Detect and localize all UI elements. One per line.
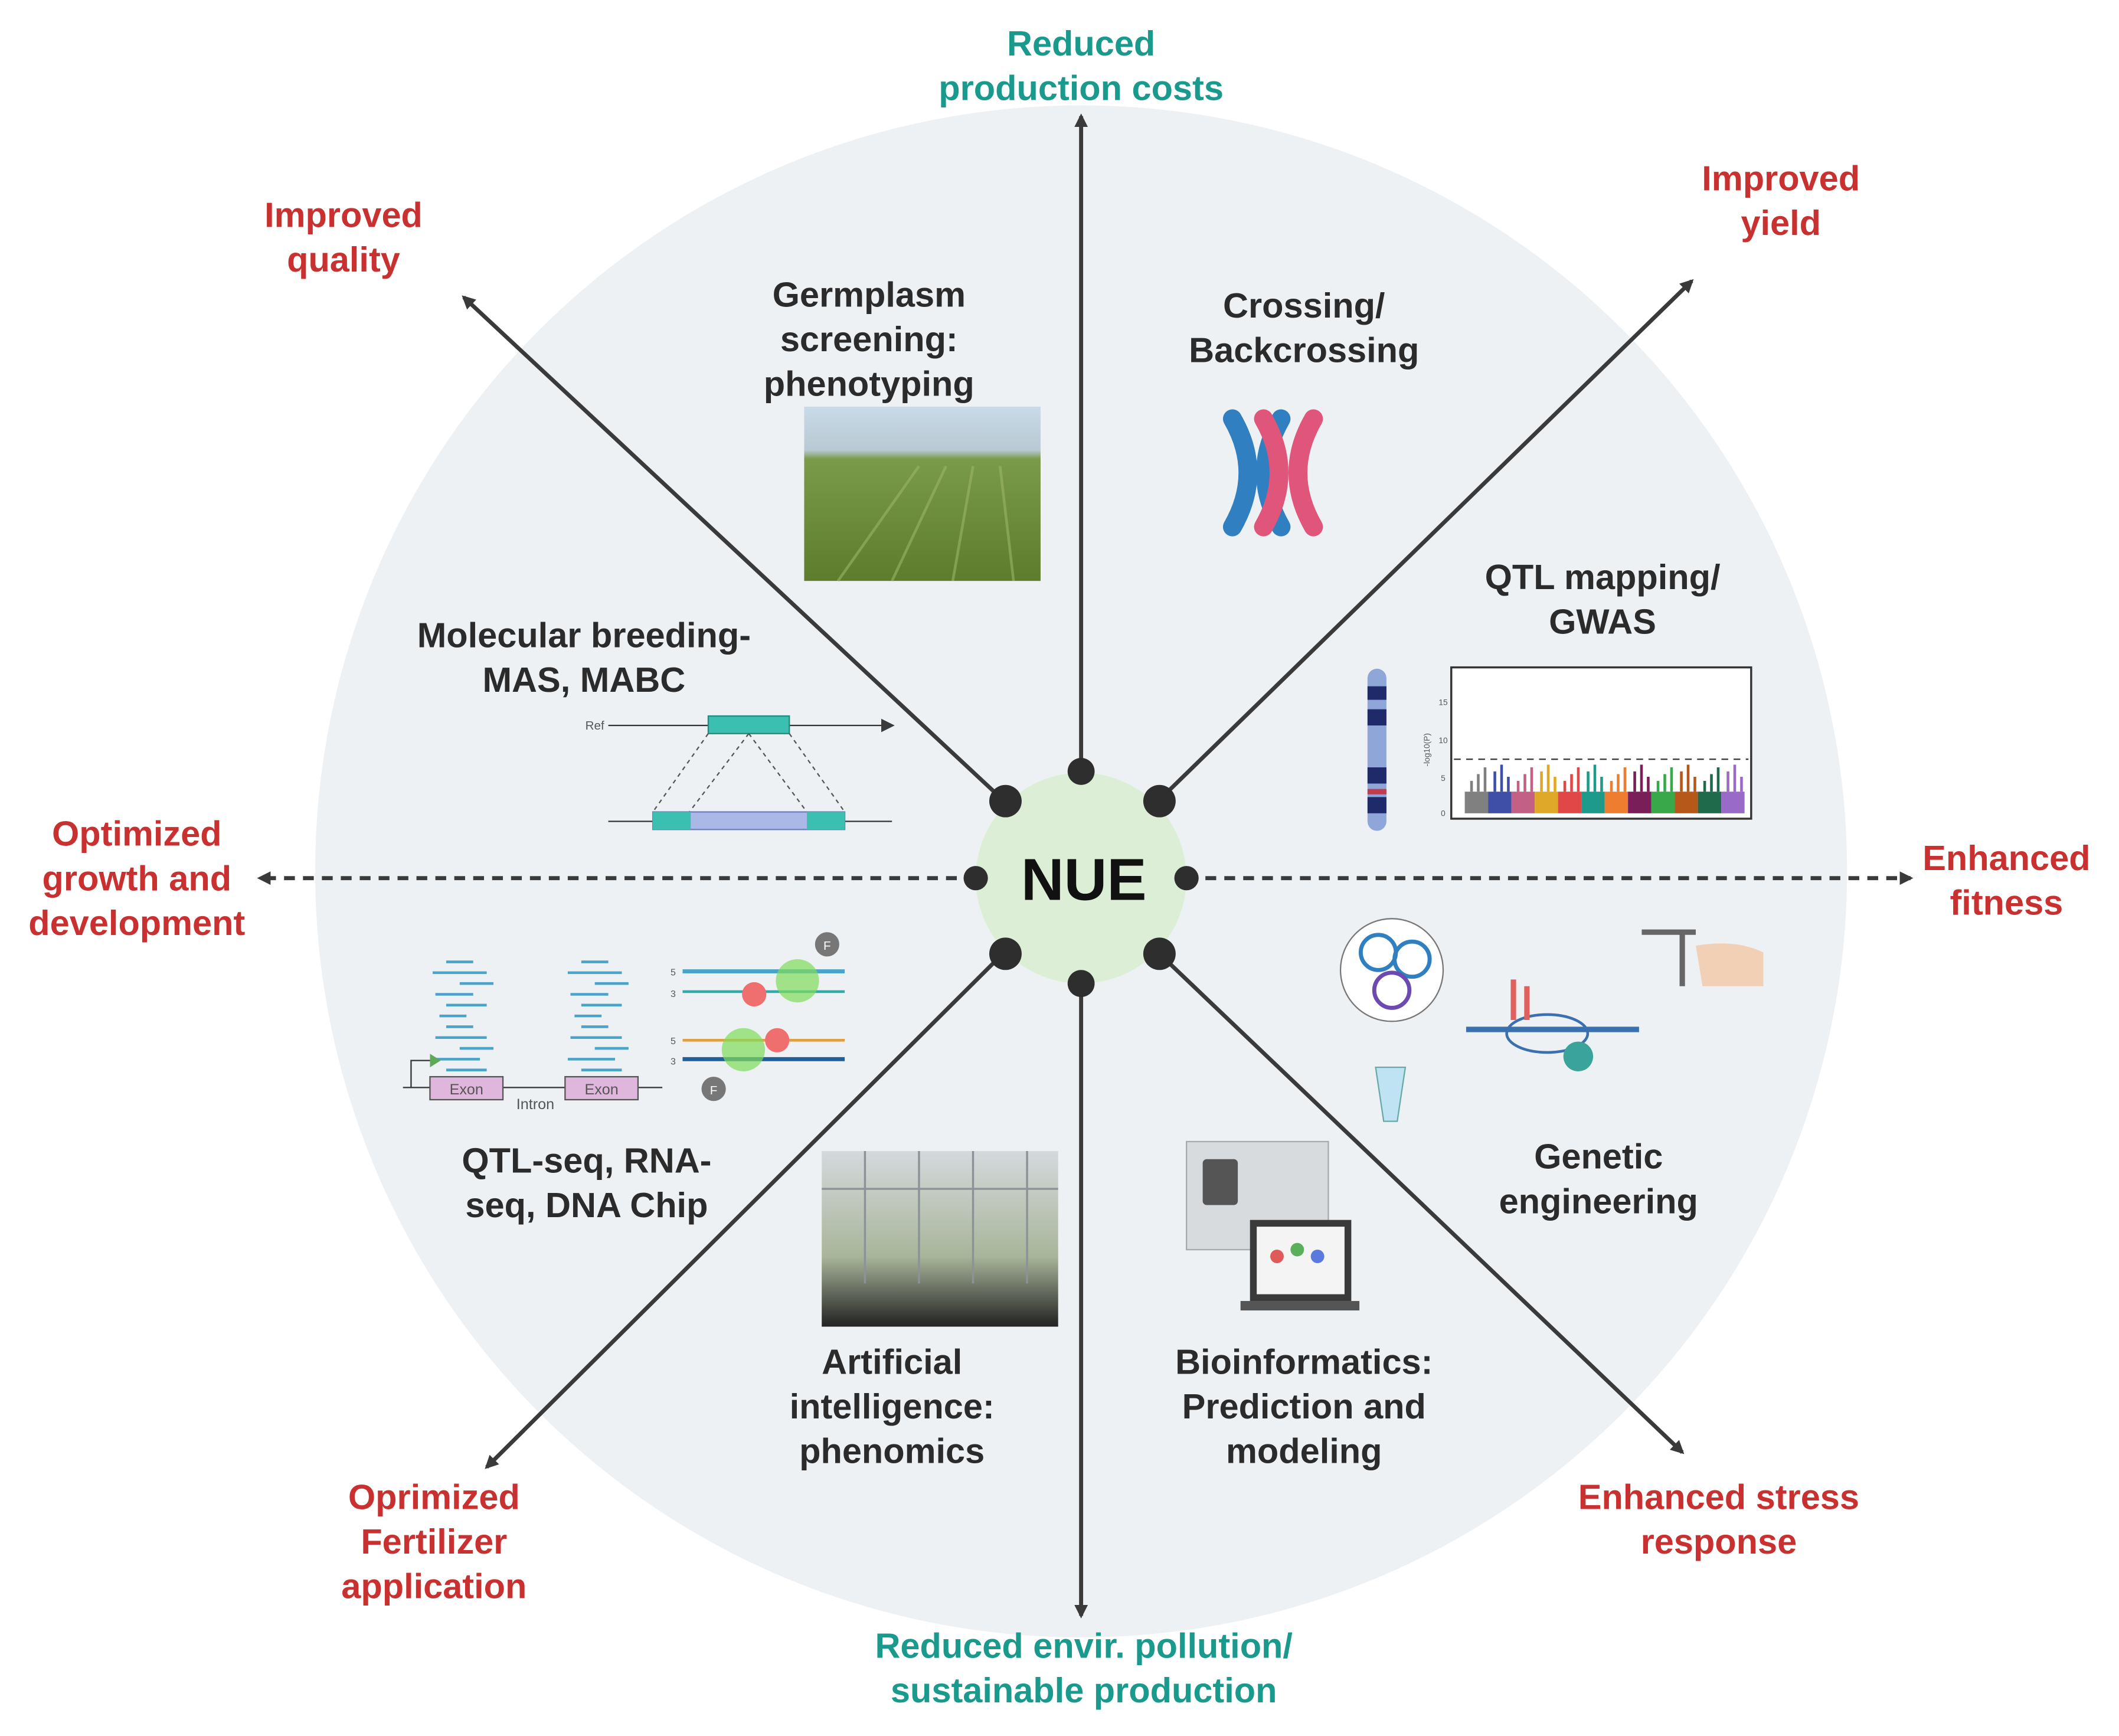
manhattan-ytick: 5 <box>1441 774 1446 783</box>
manhattan-chromosome-block <box>1675 792 1698 813</box>
manhattan-chromosome-block <box>1698 792 1722 813</box>
approach-molecular-breeding: Molecular breeding-MAS, MABC <box>417 615 751 699</box>
outcome-reduced-pollution: Reduced envir. pollution/sustainable pro… <box>875 1626 1292 1710</box>
manhattan-snp-column <box>1680 771 1683 792</box>
approach-qtl-seq: QTL-seq, RNA-seq, DNA Chip <box>462 1141 711 1225</box>
manhattan-snp-column <box>1610 780 1613 792</box>
rnaseq-diagram: Exon Exon Intron F F 5 3 5 3 <box>403 932 845 1113</box>
manhattan-snp-column <box>1716 767 1720 792</box>
approach-germplasm: Germplasm screening: phenotyping <box>764 275 975 404</box>
manhattan-snp-column <box>1647 777 1650 792</box>
manhattan-snp-column <box>1546 764 1550 792</box>
connector-dots <box>963 757 1199 998</box>
arrow-top-right <box>1157 279 1694 802</box>
manhattan-snp-column <box>1587 771 1590 792</box>
manhattan-snp-column <box>1593 764 1597 792</box>
computer-sequencer-icon <box>1185 1140 1360 1311</box>
manhattan-snp-column <box>1733 764 1737 792</box>
manhattan-snp-column <box>1703 780 1706 792</box>
exon-label: Exon <box>450 1081 483 1098</box>
manhattan-snp-column <box>1530 767 1533 792</box>
manhattan-snp-column <box>1600 777 1603 792</box>
outcome-optimized-fertilizer: Oprimized Fertilizer application <box>341 1477 527 1606</box>
strand-label: 3 <box>671 989 676 999</box>
manhattan-snp-column <box>1740 777 1743 792</box>
manhattan-snp-column <box>1493 771 1496 792</box>
manhattan-snp-column <box>1483 767 1487 792</box>
strand-label: 5 <box>671 1036 676 1047</box>
manhattan-snp-column <box>1710 774 1713 792</box>
approach-qtl-mapping: QTL mapping/GWAS <box>1485 557 1721 642</box>
strand-label: 3 <box>671 1057 676 1067</box>
manhattan-ytick: 0 <box>1441 809 1446 818</box>
manhattan-snp-column <box>1563 780 1567 792</box>
manhattan-snp-column <box>1617 774 1620 792</box>
manhattan-ytick: 15 <box>1438 698 1448 707</box>
crossing-chromosomes-icon <box>1222 409 1323 537</box>
probe-label: F <box>823 939 831 953</box>
intron-label: Intron <box>516 1096 554 1113</box>
strand-label: 5 <box>671 967 676 977</box>
arrow-top-left <box>462 295 1005 802</box>
approach-genetic-engineering: Genetic engineering <box>1499 1137 1698 1221</box>
manhattan-snp-column <box>1663 774 1666 792</box>
manhattan-chromosome-block <box>1535 792 1558 813</box>
arrow-bottom-left <box>485 952 1005 1469</box>
manhattan-snp-column <box>1523 774 1526 792</box>
nue-center-circle <box>976 773 1187 984</box>
outcome-enhanced-stress-response: Enhanced stress response <box>1578 1477 1859 1561</box>
manhattan-snp-column <box>1577 767 1580 792</box>
manhattan-snp-column <box>1507 777 1510 792</box>
approach-crossing: Crossing/Backcrossing <box>1189 286 1419 370</box>
ref-label: Ref <box>586 719 604 733</box>
genetic-engineering-icon <box>1339 918 1764 1122</box>
manhattan-chromosome-block <box>1464 792 1489 813</box>
manhattan-snp-column <box>1470 780 1473 792</box>
manhattan-snp-column <box>1500 764 1503 792</box>
exon-label: Exon <box>584 1081 618 1098</box>
outcome-reduced-costs: Reduced production costs <box>938 24 1224 108</box>
manhattan-snp-column <box>1726 771 1729 792</box>
manhattan-chromosome-block <box>1721 792 1745 813</box>
greenhouse-photo <box>822 1150 1058 1327</box>
manhattan-chromosome-block <box>1511 792 1535 813</box>
approach-ai: Artificial intelligence: phenomics <box>790 1342 995 1471</box>
center-label: NUE <box>1021 846 1147 913</box>
manhattan-plot: 15 10 5 0 -log10(P) <box>1367 666 1752 831</box>
manhattan-chromosome-block <box>1628 792 1652 813</box>
manhattan-snp-column <box>1554 777 1556 792</box>
manhattan-snp-column <box>1670 767 1673 792</box>
field-photo <box>804 406 1041 582</box>
manhattan-chromosome-block <box>1558 792 1582 813</box>
outcome-optimized-growth: Optimized growth and development <box>28 814 245 943</box>
manhattan-chromosome-block <box>1488 792 1512 813</box>
manhattan-snp-column <box>1633 771 1636 792</box>
probe-label: F <box>710 1084 718 1097</box>
manhattan-snp-column <box>1477 774 1480 792</box>
manhattan-chromosome-block <box>1651 792 1675 813</box>
manhattan-chromosome-block <box>1581 792 1605 813</box>
manhattan-snp-column <box>1540 771 1543 792</box>
outcome-improved-quality: Improved quality <box>264 195 423 280</box>
arrow-bottom-right <box>1157 952 1685 1454</box>
manhattan-ytick: 10 <box>1438 736 1448 745</box>
manhattan-snp-column <box>1623 767 1627 792</box>
manhattan-snp-column <box>1686 764 1690 792</box>
manhattan-snp-column <box>1570 774 1573 792</box>
approach-bioinformatics: Bioinformatics: Prediction and modeling <box>1175 1342 1433 1471</box>
manhattan-chromosome-block <box>1604 792 1629 813</box>
manhattan-snp-column <box>1693 777 1696 792</box>
arrows <box>257 113 1914 1619</box>
outcome-improved-yield: Improved yield <box>1702 159 1860 243</box>
outcome-enhanced-fitness: Enhanced fitness <box>1922 838 2090 923</box>
mabc-diagram: Ref <box>586 715 895 831</box>
manhattan-ylabel: -log10(P) <box>1423 733 1431 766</box>
manhattan-snp-column <box>1640 764 1643 792</box>
manhattan-snp-column <box>1516 780 1520 792</box>
manhattan-snp-column <box>1656 780 1660 792</box>
